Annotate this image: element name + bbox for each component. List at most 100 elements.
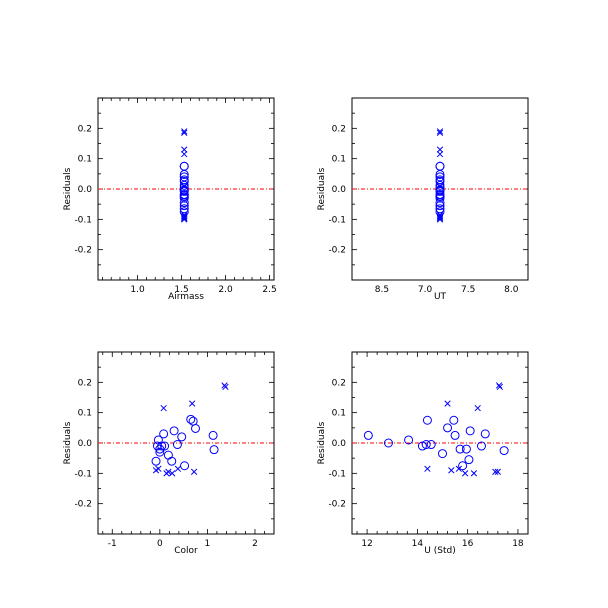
circle-point bbox=[191, 423, 201, 433]
y-tick-label: 0.1 bbox=[78, 155, 92, 165]
circle-point bbox=[152, 441, 162, 451]
x-tick-label: 1.5 bbox=[174, 285, 188, 295]
circle-point bbox=[476, 441, 486, 451]
cross-point bbox=[190, 468, 198, 475]
x-tick-label: 1 bbox=[205, 539, 211, 549]
x-axis: -1 0 1 2 bbox=[102, 352, 275, 549]
y-tick-label: -0.1 bbox=[74, 469, 92, 479]
circle-point bbox=[179, 201, 189, 211]
x-tick-label: 2 bbox=[252, 539, 258, 549]
y-axis-label: Residuals bbox=[63, 167, 73, 210]
cross-point bbox=[495, 382, 503, 389]
u-std-residuals-panel: -0.2 -0.1 0.0 0.1 0.2 12 14 16 18 U (Std) Resid… bbox=[317, 351, 529, 556]
x-tick-label: 12 bbox=[361, 539, 372, 549]
cross-point bbox=[174, 465, 182, 472]
cross-point bbox=[181, 214, 188, 221]
circle-point bbox=[417, 441, 427, 451]
circle-point bbox=[179, 204, 189, 214]
y-tick-label: -0.1 bbox=[328, 215, 346, 225]
x-axis: 8.5 7.0 7.5 8.0 bbox=[375, 98, 529, 295]
circle-point bbox=[180, 461, 190, 471]
cross-point bbox=[492, 468, 499, 475]
circle-point bbox=[155, 447, 165, 457]
x-tick-label: 0 bbox=[157, 539, 163, 549]
circle-point bbox=[435, 204, 445, 214]
circle-point bbox=[449, 415, 459, 425]
y-tick-label: 0.1 bbox=[332, 409, 346, 419]
x-tick-label: 2.5 bbox=[262, 285, 276, 295]
y-tick-label: 0.0 bbox=[332, 185, 347, 195]
circle-point bbox=[464, 455, 474, 465]
y-tick-label: 0.2 bbox=[78, 378, 92, 388]
cross-point bbox=[155, 465, 162, 472]
circle-point bbox=[499, 446, 509, 456]
y-tick-label: 0.2 bbox=[332, 124, 346, 134]
x-tick-label: 8.5 bbox=[375, 285, 389, 295]
circle-point bbox=[443, 423, 453, 433]
y-tick-label: -0.2 bbox=[328, 500, 346, 510]
ut-residuals-panel: -0.2 -0.1 0.0 0.1 0.2 8.5 7.0 7.5 8.0 UT Residu… bbox=[317, 97, 529, 302]
x-tick-label: -1 bbox=[108, 539, 117, 549]
y-tick-label: -0.2 bbox=[74, 246, 92, 256]
cross-point bbox=[444, 400, 451, 407]
circle-point bbox=[435, 169, 445, 179]
y-axis: -0.2 -0.1 0.0 0.1 0.2 bbox=[74, 351, 274, 535]
circle-point bbox=[209, 445, 219, 455]
x-axis-label: U (Std) bbox=[424, 546, 455, 556]
x-tick-label: 7.5 bbox=[461, 285, 475, 295]
cross-point bbox=[424, 465, 431, 472]
cross-point bbox=[461, 470, 469, 477]
circle-point bbox=[455, 444, 465, 454]
data-points bbox=[435, 128, 445, 223]
color-residuals-panel: -0.2 -0.1 0.0 0.1 0.2 -1 0 1 2 Color Residuals bbox=[63, 351, 275, 556]
cross-point bbox=[470, 470, 478, 477]
x-tick-label: 14 bbox=[412, 539, 424, 549]
x-tick-label: 18 bbox=[512, 539, 524, 549]
circle-point bbox=[159, 429, 169, 439]
circle-point bbox=[363, 430, 373, 440]
circle-point bbox=[438, 449, 448, 459]
cross-point bbox=[181, 129, 188, 137]
circle-point bbox=[172, 440, 182, 450]
cross-point bbox=[165, 468, 172, 475]
x-tick-label: 8.0 bbox=[504, 285, 519, 295]
cross-point bbox=[181, 128, 188, 135]
cross-point bbox=[455, 465, 463, 472]
cross-point bbox=[474, 404, 481, 412]
y-axis-label: Residuals bbox=[317, 421, 327, 464]
y-tick-label: -0.2 bbox=[328, 246, 346, 256]
y-tick-label: 0.0 bbox=[78, 185, 93, 195]
circle-point bbox=[208, 430, 218, 440]
cross-point bbox=[189, 400, 196, 407]
circle-point bbox=[151, 456, 161, 466]
cross-point bbox=[436, 214, 444, 221]
circle-point bbox=[435, 201, 445, 211]
circle-point bbox=[404, 435, 414, 445]
circle-point bbox=[179, 186, 189, 196]
cross-point bbox=[494, 468, 501, 475]
circle-point bbox=[450, 430, 460, 440]
x-tick-label: 16 bbox=[462, 539, 474, 549]
circle-point bbox=[422, 415, 432, 425]
data-points bbox=[179, 128, 189, 223]
circle-point bbox=[461, 444, 471, 454]
y-tick-label: -0.1 bbox=[74, 215, 92, 225]
cross-point bbox=[436, 129, 444, 137]
cross-point bbox=[160, 404, 167, 412]
y-axis: -0.2 -0.1 0.0 0.1 0.2 bbox=[328, 97, 528, 281]
y-tick-label: 0.2 bbox=[332, 378, 346, 388]
circle-point bbox=[179, 180, 189, 190]
circle-point bbox=[169, 426, 179, 436]
x-axis: 12 14 16 18 bbox=[356, 352, 529, 549]
circle-point bbox=[435, 186, 445, 196]
circle-point bbox=[435, 198, 445, 208]
cross-point bbox=[436, 213, 444, 220]
cross-point bbox=[496, 383, 503, 391]
y-tick-label: 0.2 bbox=[78, 124, 92, 134]
x-axis-label: Color bbox=[174, 546, 198, 556]
circle-point bbox=[480, 429, 490, 439]
x-tick-label: 7.0 bbox=[418, 285, 433, 295]
x-tick-label: 1.0 bbox=[130, 285, 145, 295]
x-axis-label: Airmass bbox=[168, 292, 204, 302]
